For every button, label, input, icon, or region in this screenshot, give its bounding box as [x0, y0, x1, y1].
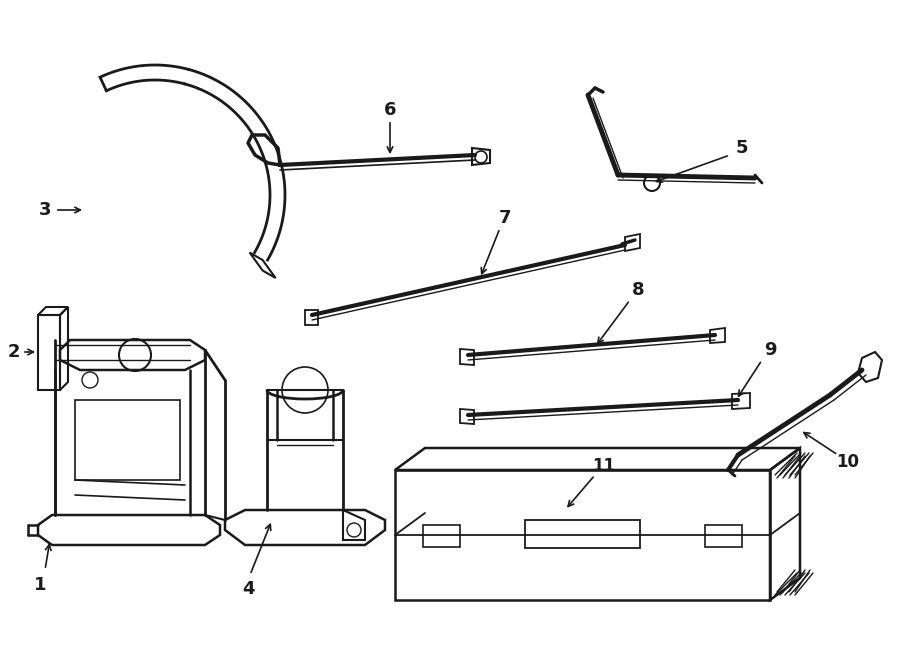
Text: 1: 1: [34, 576, 46, 594]
Text: 10: 10: [836, 453, 860, 471]
Text: 6: 6: [383, 101, 396, 119]
Text: 4: 4: [242, 580, 254, 598]
Text: 2: 2: [8, 343, 20, 361]
Text: 9: 9: [764, 341, 776, 359]
Text: 5: 5: [736, 139, 748, 157]
Text: 3: 3: [39, 201, 51, 219]
Text: 11: 11: [592, 457, 616, 475]
Text: 7: 7: [499, 209, 511, 227]
Text: 8: 8: [632, 281, 644, 299]
